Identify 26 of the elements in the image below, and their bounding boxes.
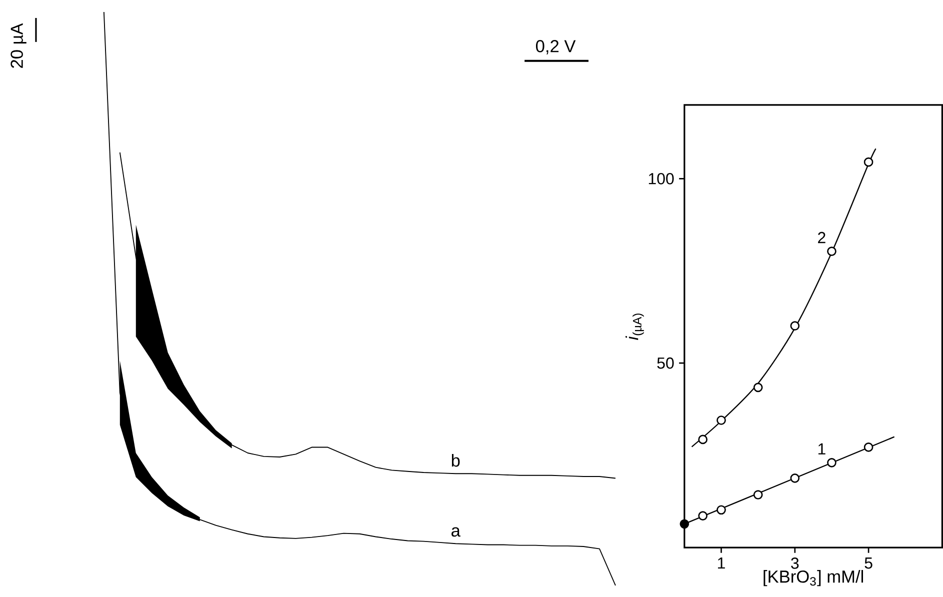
y-tick-label: 50 <box>657 357 674 369</box>
point <box>698 434 708 444</box>
x-tick-label: 1 <box>718 557 725 568</box>
point <box>716 504 726 514</box>
point <box>827 246 836 256</box>
series-label: a <box>452 526 460 536</box>
point <box>790 473 800 483</box>
y-axis-title: i$_{(µA)}$ <box>626 313 644 340</box>
x-tick-label: 3 <box>791 557 799 569</box>
point <box>698 510 708 520</box>
point <box>790 320 800 330</box>
series-label: 1 <box>818 443 826 454</box>
point <box>864 157 874 166</box>
y-tick-label: 100 <box>648 172 674 184</box>
point <box>753 490 763 500</box>
point <box>864 442 874 452</box>
point <box>680 519 690 528</box>
text: 20 µA <box>10 22 26 68</box>
x-axis-title: [KBrO$_{3}$] mM/l <box>764 570 863 586</box>
point <box>716 415 726 425</box>
x-tick-label: 5 <box>864 557 872 568</box>
series-label: b <box>452 454 460 466</box>
series-label: 2 <box>818 232 826 243</box>
point <box>753 382 763 392</box>
point <box>827 458 836 468</box>
annotation: 0,2 V <box>536 40 576 54</box>
